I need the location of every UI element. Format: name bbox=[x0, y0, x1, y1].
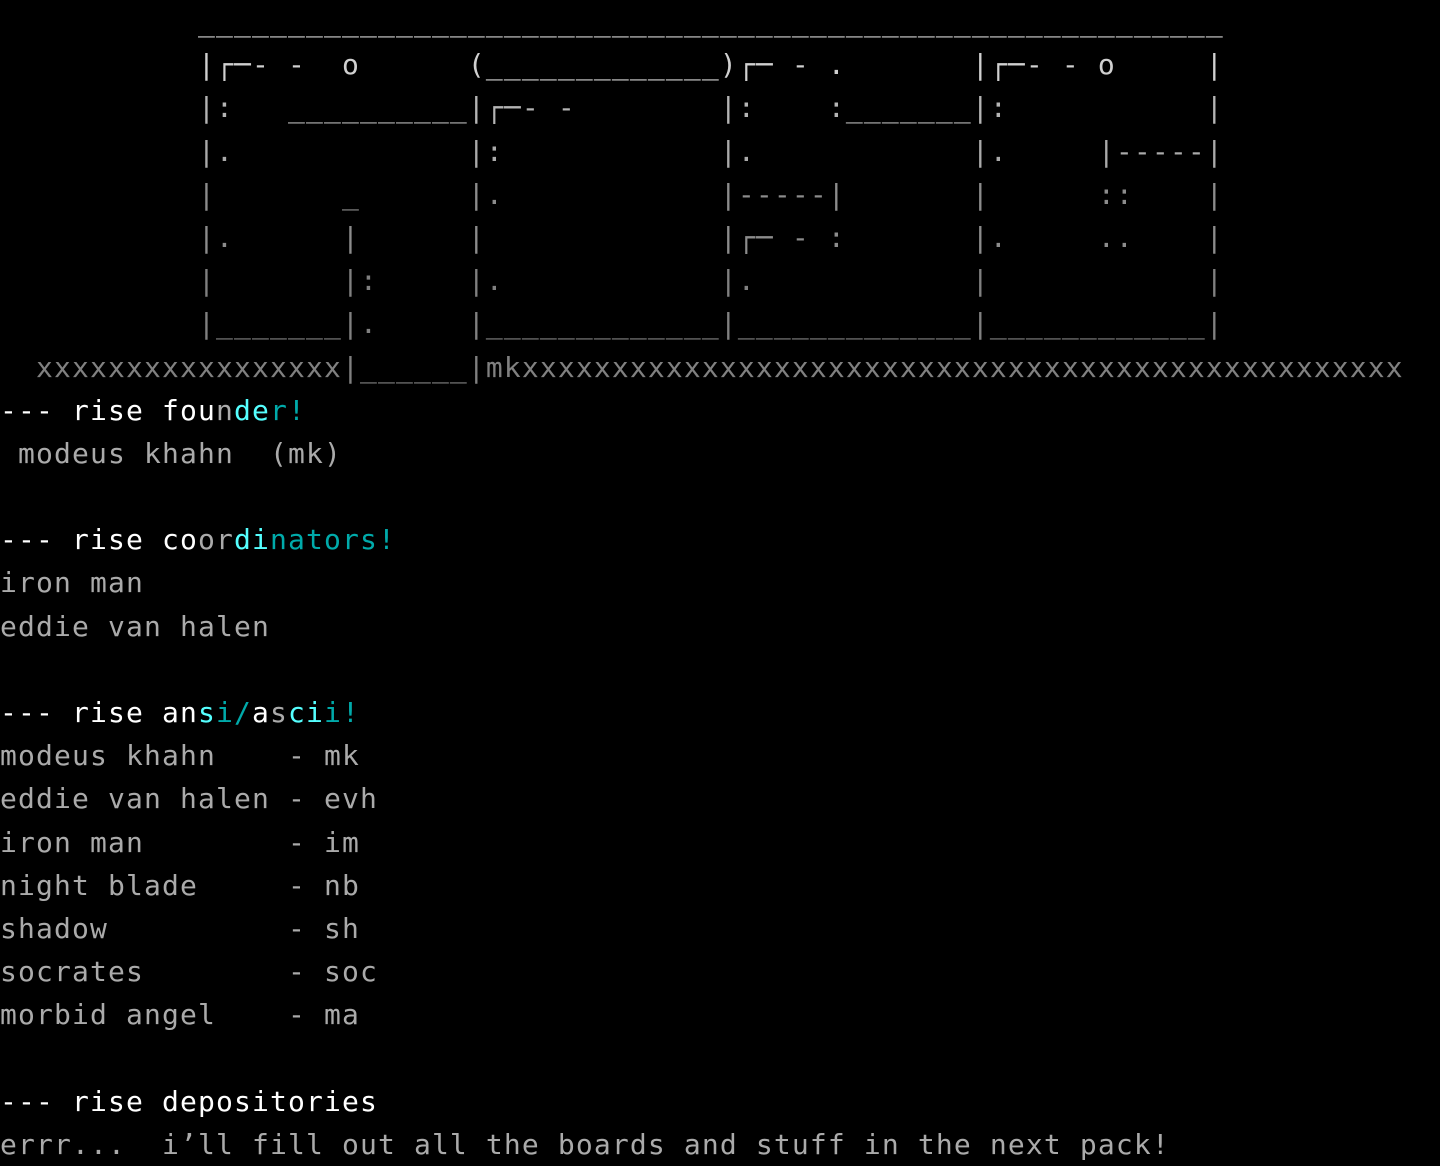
header-text-segment: --- rise an bbox=[0, 696, 198, 729]
header-text-segment: --- rise depositories bbox=[0, 1084, 378, 1118]
section-header: --- rise ansi/ascii! bbox=[0, 691, 1440, 734]
blank-line bbox=[0, 1037, 1440, 1080]
member-line: socrates - soc bbox=[0, 955, 378, 989]
header-text-segment: di bbox=[233, 523, 270, 557]
section-header: --- rise coordinators! bbox=[0, 518, 1440, 561]
member-line: morbid angel - ma bbox=[0, 998, 360, 1032]
member-line: shadow - sh bbox=[0, 911, 360, 945]
member-line: modeus khahn - mk bbox=[0, 739, 360, 773]
member-line: errr... i’ll fill out all the boards and… bbox=[0, 1127, 1170, 1161]
logo-art-row: | _ |. |-----| | :: | bbox=[0, 177, 1224, 211]
header-text-segment: i! bbox=[323, 696, 360, 729]
header-text-segment: n bbox=[215, 393, 234, 427]
header-text-segment: i/ bbox=[215, 696, 252, 729]
header-text-segment: a bbox=[251, 696, 270, 729]
logo-art-row: |┌─- - o (_____________)┌─ - . |┌─- - o … bbox=[0, 48, 1224, 82]
header-text-segment: nators! bbox=[269, 523, 396, 557]
logo-art-row: ________________________________________… bbox=[0, 5, 1224, 38]
member-list: --- rise founder! modeus khahn (mk) --- r… bbox=[0, 389, 1440, 1166]
section-header: --- rise depositories bbox=[0, 1080, 1440, 1123]
member-line: night blade - nb bbox=[0, 868, 360, 902]
member-line: iron man - im bbox=[0, 825, 360, 859]
header-text-segment: --- rise co bbox=[0, 523, 198, 557]
member-line: modeus khahn (mk) bbox=[0, 436, 342, 470]
logo-art-row: |. | | |┌─ - : |. .. | bbox=[0, 220, 1224, 254]
header-text-segment: or bbox=[197, 523, 234, 557]
header-text-segment: ci bbox=[287, 696, 324, 729]
header-text-segment: s bbox=[197, 696, 216, 729]
blank-line bbox=[0, 475, 1440, 518]
member-line: iron man bbox=[0, 566, 144, 600]
logo-art-row: |: __________|┌─- - |: :_______|: | bbox=[0, 91, 1224, 125]
logo-art-row: |_______|. |_____________|_____________|… bbox=[0, 307, 1224, 341]
logo-art-row: xxxxxxxxxxxxxxxxx|______|mkxxxxxxxxxxxxx… bbox=[0, 350, 1404, 384]
member-line: eddie van halen bbox=[0, 609, 270, 643]
header-text-segment: de bbox=[233, 393, 270, 427]
section-header: --- rise founder! bbox=[0, 389, 1440, 432]
member-line: eddie van halen - evh bbox=[0, 782, 378, 816]
header-text-segment: s bbox=[269, 696, 288, 729]
logo-art-row: | |: |. |. | | bbox=[0, 264, 1224, 298]
rise-logo-ascii-art: ________________________________________… bbox=[0, 0, 1440, 389]
header-text-segment: r! bbox=[269, 393, 306, 427]
header-text-segment: --- rise fou bbox=[0, 393, 216, 427]
blank-line bbox=[0, 648, 1440, 691]
logo-art-row: |. |: |. |. |-----| bbox=[0, 134, 1224, 168]
